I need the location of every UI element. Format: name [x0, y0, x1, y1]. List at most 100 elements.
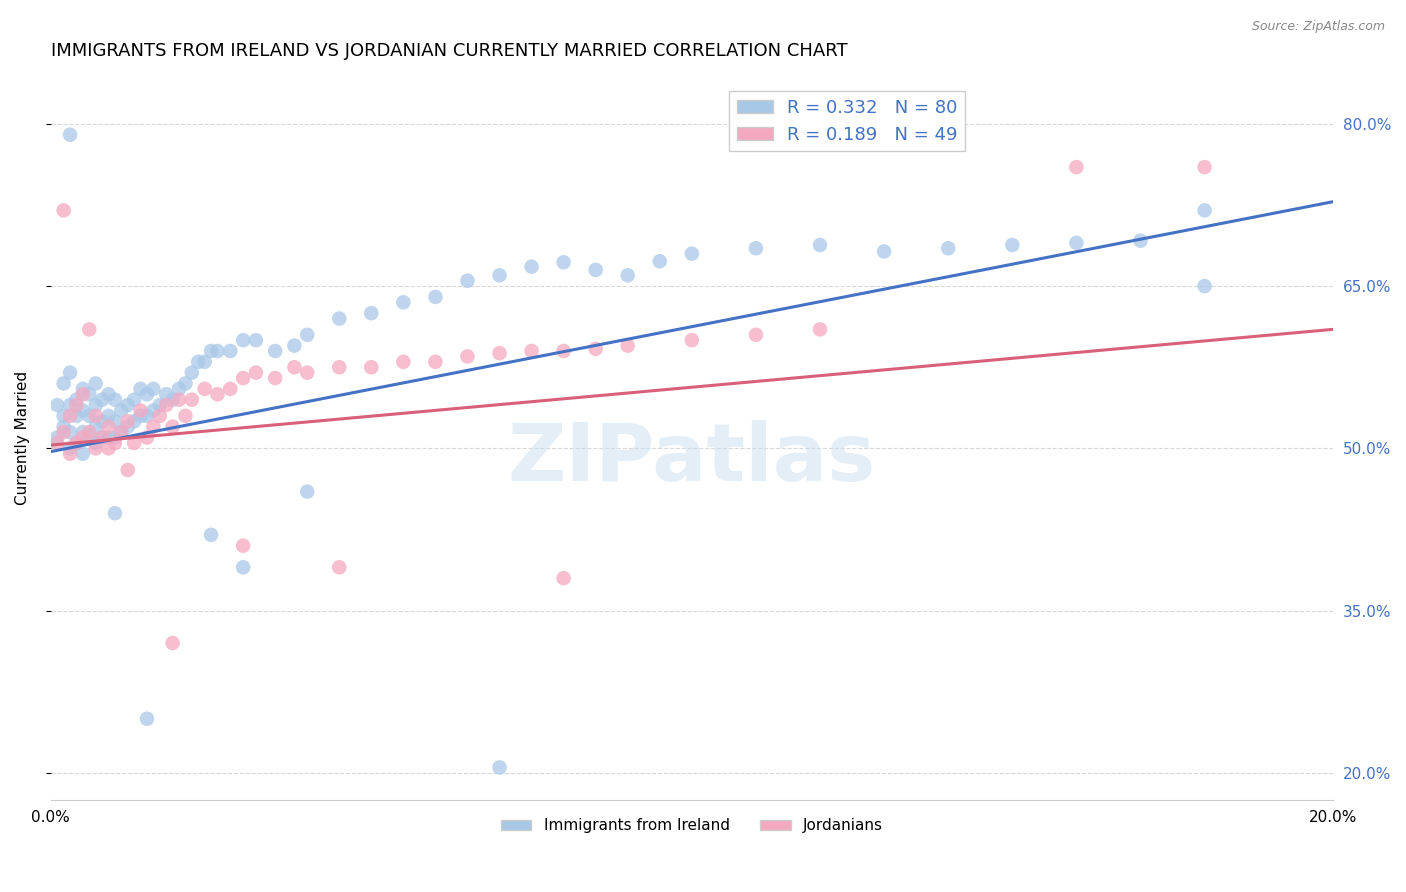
- Point: [72, 382, 94, 396]
- Point: [585, 342, 607, 356]
- Point: [873, 244, 896, 259]
- Point: [84, 436, 107, 450]
- Point: [122, 392, 145, 407]
- Point: [104, 431, 127, 445]
- Point: [52, 203, 75, 218]
- Point: [84, 409, 107, 423]
- Point: [110, 425, 132, 439]
- Point: [117, 398, 139, 412]
- Point: [104, 414, 127, 428]
- Point: [553, 571, 575, 585]
- Point: [297, 484, 319, 499]
- Point: [52, 425, 75, 439]
- Text: ZIPatlas: ZIPatlas: [508, 420, 876, 499]
- Point: [46, 398, 69, 412]
- Point: [79, 425, 101, 439]
- Point: [194, 382, 217, 396]
- Point: [46, 431, 69, 445]
- Point: [808, 238, 831, 252]
- Point: [488, 760, 510, 774]
- Point: [167, 382, 190, 396]
- Point: [616, 268, 638, 283]
- Text: IMMIGRANTS FROM IRELAND VS JORDANIAN CURRENTLY MARRIED CORRELATION CHART: IMMIGRANTS FROM IRELAND VS JORDANIAN CUR…: [51, 42, 848, 60]
- Point: [97, 409, 120, 423]
- Point: [72, 403, 94, 417]
- Text: Source: ZipAtlas.com: Source: ZipAtlas.com: [1251, 20, 1385, 33]
- Point: [162, 392, 184, 407]
- Point: [585, 263, 607, 277]
- Point: [79, 322, 101, 336]
- Point: [117, 414, 139, 428]
- Point: [129, 382, 152, 396]
- Point: [681, 246, 703, 260]
- Point: [122, 414, 145, 428]
- Point: [360, 306, 382, 320]
- Point: [681, 333, 703, 347]
- Point: [79, 431, 101, 445]
- Point: [520, 344, 543, 359]
- Point: [616, 338, 638, 352]
- Point: [104, 436, 127, 450]
- Point: [72, 431, 94, 445]
- Point: [110, 425, 132, 439]
- Point: [65, 436, 87, 450]
- Point: [392, 355, 415, 369]
- Point: [149, 409, 172, 423]
- Point: [219, 344, 242, 359]
- Point: [232, 333, 254, 347]
- Point: [59, 366, 82, 380]
- Point: [91, 392, 114, 407]
- Point: [72, 387, 94, 401]
- Point: [136, 712, 159, 726]
- Point: [456, 350, 478, 364]
- Point: [142, 419, 165, 434]
- Point: [136, 409, 159, 423]
- Point: [200, 528, 222, 542]
- Point: [745, 241, 768, 255]
- Y-axis label: Currently Married: Currently Married: [15, 370, 30, 505]
- Point: [264, 371, 287, 385]
- Point: [1066, 160, 1088, 174]
- Point: [488, 268, 510, 283]
- Legend: Immigrants from Ireland, Jordanians: Immigrants from Ireland, Jordanians: [495, 812, 889, 839]
- Point: [110, 403, 132, 417]
- Point: [155, 398, 177, 412]
- Point: [162, 636, 184, 650]
- Point: [174, 376, 197, 391]
- Point: [129, 403, 152, 417]
- Point: [79, 387, 101, 401]
- Point: [1129, 234, 1152, 248]
- Point: [84, 442, 107, 456]
- Point: [84, 398, 107, 412]
- Point: [117, 419, 139, 434]
- Point: [194, 355, 217, 369]
- Point: [808, 322, 831, 336]
- Point: [136, 431, 159, 445]
- Point: [180, 366, 202, 380]
- Point: [207, 387, 229, 401]
- Point: [200, 344, 222, 359]
- Point: [520, 260, 543, 274]
- Point: [104, 392, 127, 407]
- Point: [59, 398, 82, 412]
- Point: [553, 255, 575, 269]
- Point: [245, 366, 267, 380]
- Point: [297, 366, 319, 380]
- Point: [52, 376, 75, 391]
- Point: [207, 344, 229, 359]
- Point: [52, 409, 75, 423]
- Point: [59, 447, 82, 461]
- Point: [232, 539, 254, 553]
- Point: [136, 387, 159, 401]
- Point: [328, 360, 350, 375]
- Point: [91, 414, 114, 428]
- Point: [122, 436, 145, 450]
- Point: [117, 463, 139, 477]
- Point: [155, 387, 177, 401]
- Point: [297, 327, 319, 342]
- Point: [104, 506, 127, 520]
- Point: [553, 344, 575, 359]
- Point: [174, 409, 197, 423]
- Point: [936, 241, 959, 255]
- Point: [283, 338, 305, 352]
